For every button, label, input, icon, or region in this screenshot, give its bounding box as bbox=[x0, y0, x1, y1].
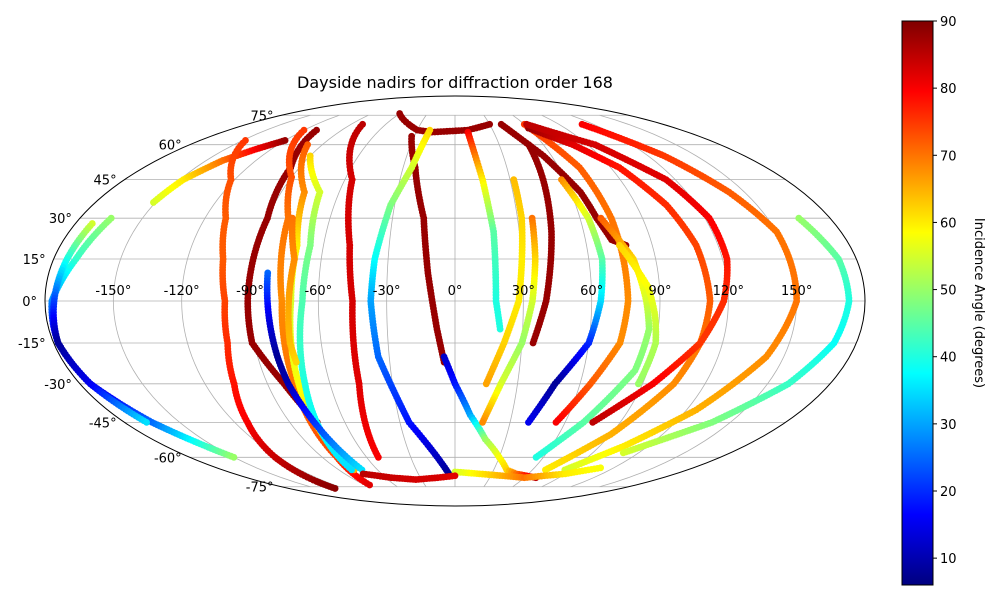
colorbar-tick-label: 80 bbox=[940, 82, 957, 97]
data-point bbox=[281, 137, 289, 144]
lon-tick-label: 0° bbox=[448, 284, 463, 299]
data-point bbox=[589, 418, 597, 426]
lon-tick-label: 30° bbox=[512, 284, 535, 299]
data-point bbox=[292, 358, 300, 366]
data-point bbox=[619, 449, 627, 457]
lon-tick-label: 90° bbox=[648, 284, 671, 299]
lon-tick-labels: -150° -120° -90° -60° -30° 0° 30° 60° 90° 120° 150… bbox=[95, 284, 812, 299]
lat-tick-label: -45° bbox=[89, 416, 117, 431]
data-point bbox=[143, 418, 151, 426]
data-point bbox=[529, 339, 537, 347]
lon-gridline bbox=[570, 114, 729, 488]
colorbar-tick-label: 50 bbox=[940, 284, 957, 299]
lon-tick-label: -150° bbox=[95, 284, 131, 299]
data-point bbox=[597, 464, 604, 472]
lon-tick-label: -60° bbox=[304, 284, 332, 299]
lon-tick-label: 60° bbox=[580, 284, 603, 299]
data-point bbox=[552, 418, 560, 426]
lon-gridline bbox=[386, 115, 427, 487]
lat-tick-label: 75° bbox=[250, 109, 273, 124]
data-point bbox=[634, 380, 642, 388]
lat-tick-label: 15° bbox=[23, 253, 46, 268]
data-point bbox=[482, 380, 490, 388]
lat-tick-label: -75° bbox=[246, 481, 274, 496]
colorbar-tick-label: 60 bbox=[940, 216, 957, 231]
colorbar-label: Incidence Angle (degrees) bbox=[971, 218, 986, 388]
lon-gridline bbox=[483, 115, 524, 487]
lat-tick-labels: 75° 60° 45° 30° 15° 0° -15° -30° -45° -60° -75° bbox=[18, 109, 274, 495]
data-point bbox=[451, 472, 459, 480]
chart-title: Dayside nadirs for diffraction order 168 bbox=[297, 73, 613, 92]
data-point bbox=[366, 481, 374, 489]
lat-tick-label: 60° bbox=[159, 139, 182, 154]
data-point bbox=[230, 453, 238, 461]
data-point bbox=[496, 325, 504, 333]
lon-tick-label: 120° bbox=[713, 284, 744, 299]
lon-gridline bbox=[112, 114, 311, 488]
lon-gridline bbox=[181, 114, 340, 488]
data-point bbox=[532, 453, 540, 461]
data-point bbox=[486, 120, 494, 128]
lat-tick-label: 30° bbox=[49, 212, 72, 227]
data-points bbox=[48, 110, 853, 492]
data-point bbox=[525, 418, 532, 426]
lat-tick-label: -15° bbox=[18, 337, 46, 352]
colorbar-tick-label: 90 bbox=[940, 15, 957, 30]
data-point bbox=[374, 453, 382, 461]
colorbar: 10 20 30 40 50 60 70 80 90 Incidence Angle (degr… bbox=[901, 15, 986, 586]
data-point bbox=[348, 466, 356, 474]
colorbar-tick-label: 70 bbox=[940, 149, 957, 164]
colorbar-gradient bbox=[901, 20, 934, 586]
lon-tick-label: -30° bbox=[373, 284, 401, 299]
lat-tick-label: -60° bbox=[154, 451, 182, 466]
lat-tick-label: -30° bbox=[44, 378, 72, 393]
colorbar-tick-label: 30 bbox=[940, 418, 957, 433]
lat-tick-label: 45° bbox=[94, 174, 117, 189]
lon-tick-label: 150° bbox=[781, 284, 812, 299]
data-point bbox=[331, 485, 339, 492]
colorbar-tick-label: 40 bbox=[940, 351, 957, 366]
map-boundary bbox=[44, 95, 866, 507]
lat-tick-label: 0° bbox=[22, 295, 37, 310]
data-point bbox=[479, 418, 486, 426]
data-point bbox=[542, 466, 549, 474]
colorbar-tick-label: 10 bbox=[940, 552, 957, 567]
lon-tick-label: -120° bbox=[164, 284, 200, 299]
colorbar-tick-label: 20 bbox=[940, 485, 957, 500]
lon-tick-label: -90° bbox=[236, 284, 264, 299]
